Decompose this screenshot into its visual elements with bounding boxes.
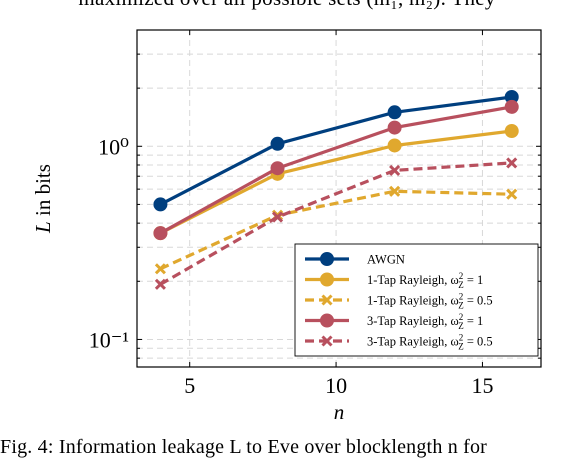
data-point <box>153 197 168 212</box>
data-point <box>320 272 334 287</box>
series-layer <box>153 89 519 290</box>
data-point <box>387 120 402 135</box>
legend-label: 3-Tap Rayleigh, ω2 Z = 0.5 <box>367 333 493 352</box>
legend-label: 3-Tap Rayleigh, ω2 Z = 1 <box>367 312 483 331</box>
legend: AWGN 1-Tap Rayleigh, ω2 Z = 1 1-Tap Rayleig… <box>294 243 539 357</box>
x-tick-label: 15 <box>471 373 493 398</box>
data-point <box>389 185 401 197</box>
data-point <box>506 188 518 200</box>
series <box>154 157 518 290</box>
legend-entry: AWGN <box>305 252 405 267</box>
series-line <box>159 95 512 206</box>
series-line <box>159 105 512 235</box>
legend-label: 1-Tap Rayleigh, ω2 Z = 1 <box>367 271 483 290</box>
series <box>153 99 519 241</box>
data-point <box>271 211 284 223</box>
series-line <box>159 129 512 235</box>
legend-label: 1-Tap Rayleigh, ω2 Z = 0.5 <box>367 292 493 311</box>
series <box>153 89 519 212</box>
data-point <box>387 105 402 120</box>
data-point <box>504 99 519 114</box>
data-point <box>389 164 401 176</box>
data-point-stroke <box>154 263 166 275</box>
data-point <box>320 252 334 266</box>
x-tick-label: 5 <box>184 373 195 398</box>
data-point <box>321 294 333 306</box>
axis-ticks: 5 10 15 10⁻¹ 10⁰ <box>89 29 541 398</box>
data-point <box>321 335 333 347</box>
data-point-stroke <box>506 188 518 200</box>
data-point-stroke <box>389 164 401 176</box>
data-point-stroke <box>321 335 333 347</box>
plot-frame <box>136 29 542 368</box>
data-point <box>153 226 168 241</box>
preceding-text-line: maximized over all possible sets (m₁, m₂… <box>0 0 574 11</box>
legend-entry: 1-Tap Rayleigh, ω2 Z = 0.5 <box>305 292 493 311</box>
x-axis-label: n <box>334 400 345 424</box>
data-point-stroke <box>389 185 401 197</box>
data-point-stroke <box>271 211 284 223</box>
data-point <box>154 278 166 290</box>
line-chart: 5 10 15 10⁻¹ 10⁰ L in bits n AWGN 1-Tap Rayle… <box>31 29 542 424</box>
figure-caption: Fig. 4: Information leakage L to Eve ove… <box>0 436 488 458</box>
y-axis-label: L in bits <box>31 164 55 234</box>
legend-entry: 3-Tap Rayleigh, ω2 Z = 0.5 <box>305 333 493 352</box>
data-point-stroke <box>506 157 518 169</box>
series-line <box>159 189 512 271</box>
data-point <box>320 313 334 328</box>
legend-entry: 1-Tap Rayleigh, ω2 Z = 1 <box>305 271 483 290</box>
data-point <box>387 138 402 153</box>
data-point <box>154 263 166 275</box>
data-point-stroke <box>154 278 166 290</box>
data-point <box>504 123 519 138</box>
data-point-stroke <box>321 294 333 306</box>
data-point <box>270 136 285 151</box>
legend-label: AWGN <box>367 253 405 267</box>
series-line <box>159 161 512 286</box>
data-point <box>270 161 285 176</box>
data-point <box>506 157 518 169</box>
y-tick-label: 10⁰ <box>98 134 129 159</box>
legend-entry: 3-Tap Rayleigh, ω2 Z = 1 <box>305 312 483 331</box>
y-tick-label: 10⁻¹ <box>89 327 129 352</box>
x-tick-label: 10 <box>325 373 347 398</box>
